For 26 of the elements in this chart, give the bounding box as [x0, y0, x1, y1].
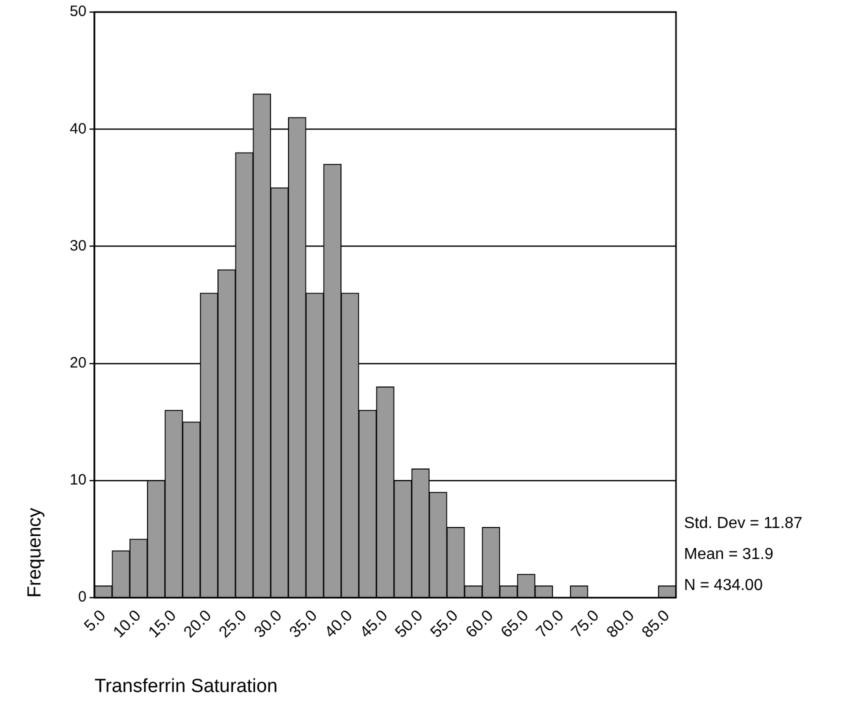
y-tick-label: 40 [70, 120, 86, 138]
x-tick-label: 50.0 [392, 607, 426, 642]
x-tick-label: 40.0 [322, 607, 356, 642]
x-tick-label: 30.0 [251, 607, 286, 642]
x-tick-label: 45.0 [357, 607, 392, 642]
text: Std. Dev = 11.87 [684, 515, 803, 532]
x-tick-label: 15.0 [146, 607, 180, 642]
text: N = 434.00 [684, 577, 763, 594]
x-tick-label: 75.0 [568, 607, 603, 642]
x-tick-label: 65.0 [498, 607, 532, 642]
x-tick-label: 55.0 [428, 607, 462, 642]
y-tick-label: 30 [70, 237, 86, 254]
x-tick-label: 70.0 [533, 607, 568, 642]
y-tick-label: 50 [70, 3, 86, 20]
x-tick-label: 5.0 [81, 607, 110, 636]
x-tick-label: 85.0 [639, 607, 674, 642]
y-tick-label: 20 [70, 354, 86, 372]
x-tick-label: 60.0 [462, 607, 497, 642]
text: Mean = 31.9 [684, 546, 774, 564]
x-axis-title: Transferrin Saturation [94, 676, 278, 697]
x-tick-label: 80.0 [604, 607, 638, 642]
x-tick-label: 10.0 [110, 607, 145, 642]
y-tick-label: 0 [78, 588, 86, 606]
y-tick-label: 10 [70, 472, 86, 489]
x-tick-label: 35.0 [286, 607, 321, 642]
y-axis-title: Frequency [24, 507, 46, 598]
